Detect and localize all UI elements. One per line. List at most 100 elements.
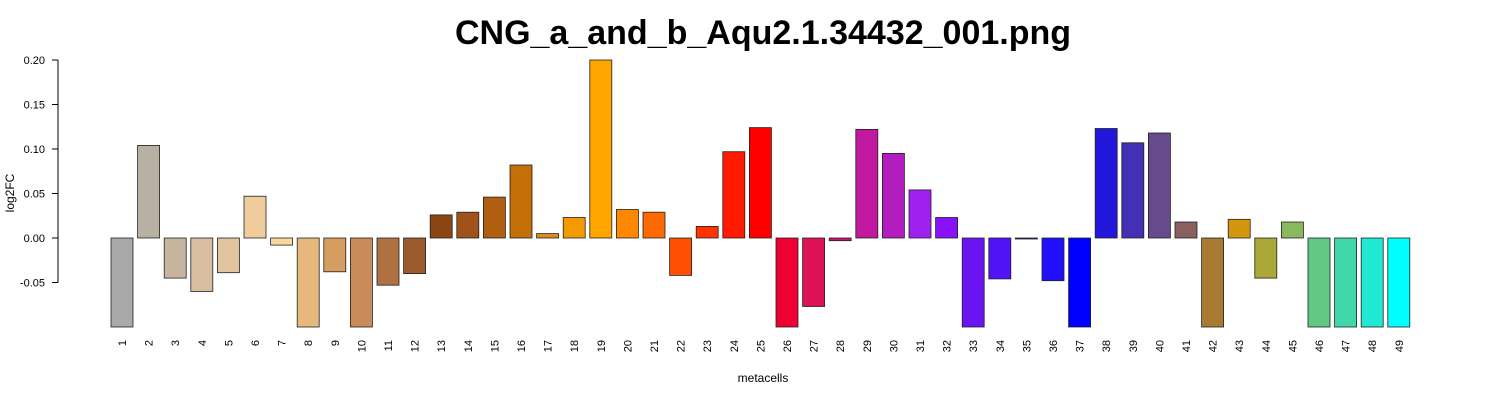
x-tick-label: 12 <box>410 340 422 352</box>
x-tick-label: 46 <box>1314 340 1326 352</box>
bar-19 <box>589 59 613 239</box>
x-tick-label: 37 <box>1075 340 1087 352</box>
y-tick-label: -0.05 <box>20 278 45 290</box>
x-tick-label: 47 <box>1341 340 1353 352</box>
x-tick-label: 24 <box>729 340 741 352</box>
bar-24 <box>722 151 746 239</box>
bar-49 <box>1387 237 1411 328</box>
x-tick-labels: 1 2 3 4 5 6 7 8 9 10 11 12 13 14 15 16 17 18 19 20 21 22 23 24 2… <box>117 340 1406 352</box>
x-tick-label: 14 <box>463 340 475 352</box>
x-tick-label: 42 <box>1208 340 1220 352</box>
x-tick-label: 4 <box>197 340 209 346</box>
x-tick-label: 39 <box>1128 340 1140 352</box>
bar-8 <box>296 237 320 328</box>
bar-21 <box>642 211 666 239</box>
bar-15 <box>482 196 506 239</box>
x-tick-label: 6 <box>250 340 262 346</box>
x-tick-label: 34 <box>995 340 1007 352</box>
bar-18 <box>562 217 586 239</box>
x-tick-label: 3 <box>170 340 182 346</box>
bar-48 <box>1360 237 1384 328</box>
bar-45 <box>1281 221 1304 239</box>
x-tick-label: 23 <box>702 340 714 352</box>
bar-4 <box>190 237 214 292</box>
x-tick-label: 20 <box>622 340 634 352</box>
bar-38 <box>1094 128 1118 239</box>
bar-23 <box>695 225 719 239</box>
bar-11 <box>376 237 400 286</box>
x-tick-label: 10 <box>356 340 368 352</box>
bar-46 <box>1307 237 1331 328</box>
bar-42 <box>1201 237 1224 328</box>
bar-43 <box>1227 218 1251 239</box>
x-tick-label: 43 <box>1234 340 1246 352</box>
y-tick-label: 0.15 <box>24 100 45 112</box>
bar-14 <box>456 211 480 239</box>
x-tick-label: 15 <box>489 340 501 352</box>
bar-37 <box>1068 237 1091 328</box>
x-tick-label: 21 <box>649 340 661 352</box>
bar-47 <box>1334 237 1357 328</box>
y-tick-label: 0.20 <box>24 55 45 67</box>
x-tick-label: 5 <box>223 340 235 346</box>
x-tick-label: 36 <box>1048 340 1060 352</box>
x-tick-label: 48 <box>1367 340 1379 352</box>
x-tick-label: 33 <box>968 340 980 352</box>
bar-2 <box>137 144 161 239</box>
bar-36 <box>1041 237 1065 282</box>
x-axis-label: metacells <box>738 371 789 385</box>
bar-28 <box>828 237 852 242</box>
x-tick-label: 40 <box>1154 340 1166 352</box>
x-tick-label: 27 <box>809 340 821 352</box>
y-tick-label: 0.10 <box>24 144 45 156</box>
x-tick-label: 32 <box>942 340 954 352</box>
bar-13 <box>429 214 453 239</box>
bar-6 <box>243 195 267 239</box>
bar-25 <box>749 127 772 239</box>
x-tick-label: 35 <box>1021 340 1033 352</box>
bar-33 <box>961 237 985 328</box>
x-tick-label: 30 <box>888 340 900 352</box>
bar-39 <box>1121 142 1145 239</box>
bar-30 <box>882 152 905 239</box>
x-tick-label: 2 <box>144 340 156 346</box>
x-tick-label: 49 <box>1394 340 1406 352</box>
x-tick-label: 31 <box>915 340 927 352</box>
bar-12 <box>403 237 427 274</box>
bar-20 <box>616 209 639 239</box>
bar-16 <box>509 164 533 239</box>
x-tick-label: 41 <box>1181 340 1193 352</box>
x-tick-label: 44 <box>1261 340 1273 352</box>
bar-29 <box>855 128 879 239</box>
x-tick-label: 26 <box>782 340 794 352</box>
bar-26 <box>775 237 799 328</box>
x-tick-label: 13 <box>436 340 448 352</box>
x-tick-label: 28 <box>835 340 847 352</box>
bar-22 <box>669 237 692 276</box>
x-tick-label: 22 <box>676 340 688 352</box>
bar-44 <box>1254 237 1278 279</box>
bar-27 <box>802 237 825 307</box>
bar-7 <box>270 237 294 246</box>
bar-40 <box>1148 132 1171 239</box>
bar-34 <box>988 237 1012 280</box>
bars <box>110 59 1411 328</box>
x-tick-label: 9 <box>330 340 342 346</box>
y-axis: 0.20 0.15 0.10 0.05 0.00 -0.05 <box>20 55 59 290</box>
bar-17 <box>536 233 559 239</box>
x-tick-label: 16 <box>516 340 528 352</box>
bar-10 <box>349 237 373 328</box>
x-tick-label: 18 <box>569 340 581 352</box>
x-tick-label: 29 <box>862 340 874 352</box>
x-tick-label: 45 <box>1287 340 1299 352</box>
y-axis-label: log2FC <box>3 173 17 212</box>
x-tick-label: 8 <box>303 340 315 346</box>
y-tick-label: 0.05 <box>24 189 45 201</box>
bar-41 <box>1174 221 1198 239</box>
x-tick-label: 25 <box>755 340 767 352</box>
x-tick-label: 38 <box>1101 340 1113 352</box>
chart-title: CNG_a_and_b_Aqu2.1.34432_001.png <box>455 14 1071 52</box>
x-tick-label: 11 <box>383 340 395 351</box>
x-tick-label: 1 <box>117 340 129 346</box>
